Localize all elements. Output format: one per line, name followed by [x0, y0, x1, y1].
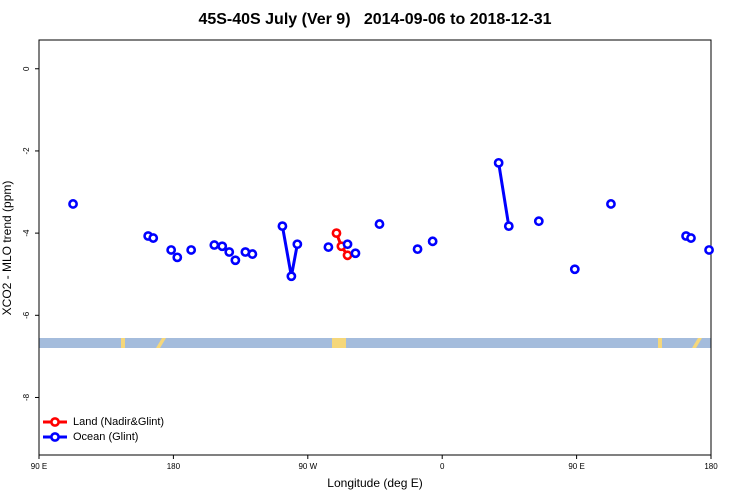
x-tick-label: 90 E	[568, 462, 584, 471]
point	[503, 221, 514, 232]
point	[148, 233, 159, 243]
point	[186, 245, 197, 255]
plot-frame	[38, 39, 712, 456]
point	[331, 228, 342, 239]
y-axis-label: XCO2 - MLO trend (ppm)	[0, 181, 14, 316]
point	[224, 247, 235, 257]
legend-label: Ocean (Glint)	[73, 431, 138, 443]
point	[286, 271, 297, 282]
point	[569, 264, 580, 275]
point	[209, 240, 220, 250]
point	[292, 239, 303, 250]
legend-label: Land (Nadir&Glint)	[73, 416, 164, 428]
point	[277, 221, 288, 232]
chart-title: 45S-40S July (Ver 9) 2014-09-06 to 2018-…	[198, 11, 551, 28]
point	[172, 252, 183, 263]
x-tick-label: 90 W	[298, 462, 317, 471]
x-tick-label: 180	[167, 462, 181, 471]
map-strip	[39, 338, 711, 348]
y-tick-label: -8	[22, 393, 31, 401]
point	[323, 242, 334, 252]
point	[606, 199, 616, 209]
x-axis-label: Longitude (deg E)	[327, 476, 422, 490]
y-tick-label: -4	[22, 229, 31, 237]
point	[412, 244, 423, 255]
legend-swatch-point	[50, 432, 60, 442]
point	[68, 199, 78, 209]
y-tick-label: -6	[22, 311, 31, 319]
point	[247, 249, 258, 259]
point	[342, 250, 353, 261]
point	[686, 233, 696, 243]
series-line	[497, 162, 511, 227]
point	[493, 157, 504, 168]
series-line	[280, 225, 299, 277]
y-tick-label: 0	[22, 66, 31, 71]
point	[342, 239, 353, 250]
y-tick-label: -2	[22, 147, 31, 155]
x-tick-label: 180	[704, 462, 718, 471]
point	[533, 216, 544, 227]
point	[427, 236, 438, 247]
point	[230, 255, 241, 266]
point	[374, 219, 385, 229]
point	[217, 241, 228, 252]
point	[166, 245, 177, 255]
legend-swatch-point	[50, 417, 60, 427]
x-tick-label: 0	[440, 462, 445, 471]
x-tick-label: 90 E	[31, 462, 47, 471]
point	[704, 245, 714, 255]
point	[350, 248, 361, 259]
